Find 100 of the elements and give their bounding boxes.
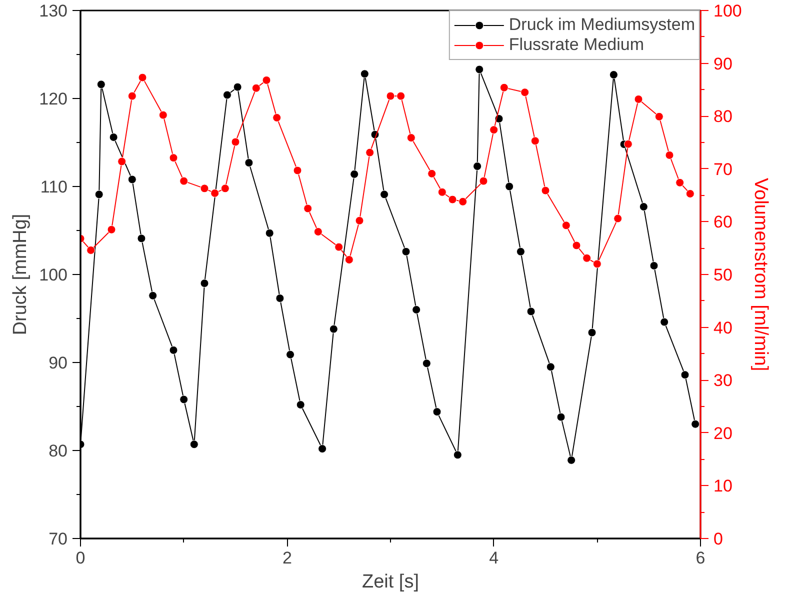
point [453, 450, 462, 460]
point [582, 254, 592, 262]
point [680, 370, 690, 380]
y2-tick-label: 70 [714, 160, 732, 179]
point [624, 140, 632, 148]
point [402, 247, 410, 256]
point [158, 110, 168, 120]
x-tick-label: 4 [489, 548, 499, 568]
point [448, 195, 457, 204]
point [355, 216, 364, 225]
y-tick-label: 80 [48, 442, 68, 460]
point [614, 214, 622, 223]
y2-tick-label: 60 [714, 212, 732, 232]
point [639, 202, 648, 211]
point [169, 346, 178, 354]
point [233, 82, 242, 92]
point [293, 166, 302, 175]
point [148, 291, 158, 300]
point [567, 456, 576, 464]
point [276, 294, 284, 302]
x-axis-title: Zeit [s] [362, 572, 420, 592]
point [500, 83, 508, 92]
point [222, 90, 232, 100]
point [475, 65, 484, 74]
point [350, 170, 359, 178]
point [272, 113, 282, 122]
point [406, 134, 416, 142]
y2-tick-label: 100 [714, 2, 742, 20]
point [556, 412, 566, 422]
legend-label: Flussrate Medium [508, 35, 644, 55]
point [252, 84, 260, 92]
y-tick-label: 110 [40, 178, 68, 196]
point [386, 92, 395, 100]
point [676, 178, 684, 187]
point [412, 305, 421, 314]
point [107, 225, 116, 234]
y2-tick-label: 80 [714, 107, 732, 126]
point [592, 260, 602, 268]
point [650, 261, 658, 270]
point [265, 228, 274, 238]
point [334, 242, 344, 252]
point [665, 150, 674, 160]
y2-tick-label: 90 [714, 54, 732, 74]
point [314, 227, 322, 236]
y-tick-label: 130 [39, 2, 68, 20]
y-tick-label: 100 [39, 266, 68, 284]
point [180, 395, 188, 404]
y-tick-label: 120 [39, 90, 68, 108]
point [546, 362, 555, 372]
point [634, 94, 643, 104]
point [137, 234, 146, 243]
point [138, 73, 147, 82]
point [572, 241, 581, 250]
point [660, 318, 669, 326]
point [691, 420, 700, 428]
point [654, 112, 664, 121]
point [96, 80, 106, 89]
point [530, 136, 540, 146]
y2-tick-label: 30 [714, 371, 732, 390]
x-tick-label: 0 [76, 548, 86, 568]
point [366, 148, 374, 157]
legend-label: Druck im Mediumsystem [508, 15, 695, 35]
y2-tick-label: 10 [714, 476, 732, 496]
point [296, 400, 305, 409]
point [86, 246, 96, 254]
point [231, 138, 240, 146]
point [200, 279, 209, 288]
point [609, 70, 618, 79]
point [490, 126, 498, 134]
point [396, 92, 406, 100]
point [526, 307, 536, 316]
point [118, 157, 126, 166]
point [505, 182, 514, 191]
point [262, 76, 271, 84]
point [516, 247, 525, 256]
point [190, 440, 198, 449]
x-tick-label: 2 [282, 548, 292, 568]
point [380, 190, 389, 199]
point [438, 188, 446, 196]
point [200, 184, 209, 193]
point [180, 176, 188, 186]
y-tick-label: 70 [48, 530, 68, 548]
point [360, 70, 369, 78]
point [479, 176, 488, 186]
y2-tick-label: 40 [714, 318, 732, 338]
point [109, 132, 118, 142]
point [94, 190, 104, 199]
y-axis-title: Druck [mmHg] [10, 214, 32, 336]
point [344, 255, 354, 264]
point [169, 154, 178, 162]
point [286, 350, 295, 359]
point [588, 328, 596, 337]
point [432, 408, 442, 416]
y2-axis-title: Volumenstrom [ml/min] [750, 178, 771, 372]
point [128, 92, 136, 100]
point [428, 169, 436, 178]
point [458, 197, 468, 206]
point [686, 189, 694, 198]
point [520, 88, 530, 97]
point [220, 184, 230, 193]
